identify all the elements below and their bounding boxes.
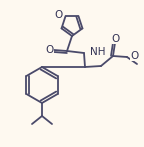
Text: O: O	[130, 51, 138, 61]
Text: O: O	[46, 45, 54, 55]
Text: NH: NH	[90, 47, 106, 57]
Text: O: O	[54, 10, 62, 20]
Text: O: O	[112, 34, 120, 44]
